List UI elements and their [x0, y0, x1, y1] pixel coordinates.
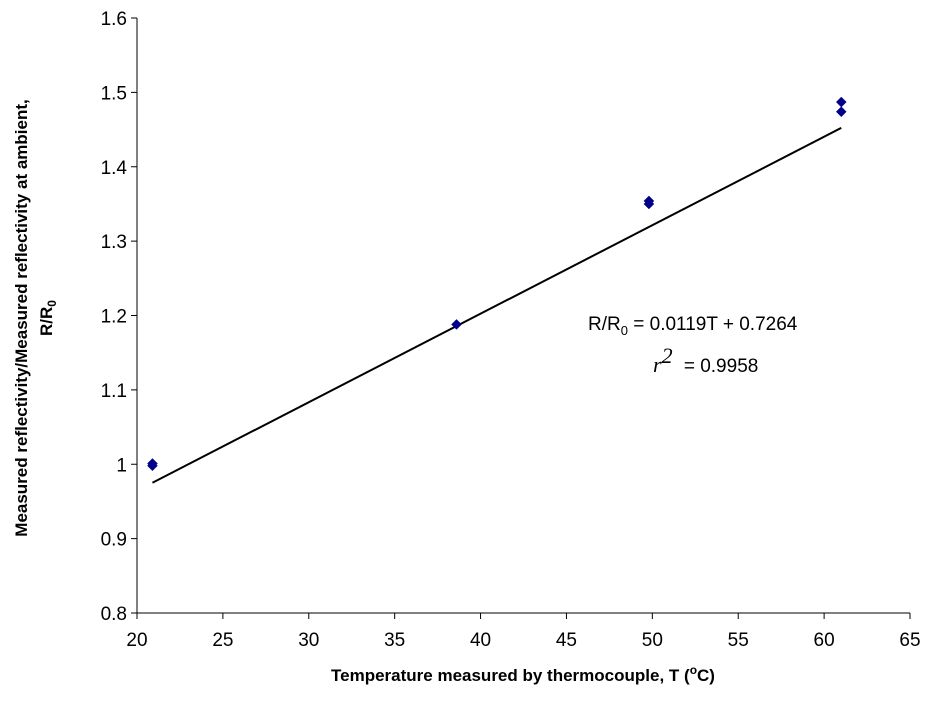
- y-tick-label: 1: [116, 455, 127, 476]
- y-tick-label: 1.6: [101, 9, 127, 30]
- y-tick-label: 1.3: [101, 232, 127, 253]
- x-tick-label: 50: [642, 630, 663, 651]
- y-tick-label: 1.1: [101, 381, 127, 402]
- trendline: [152, 126, 842, 484]
- y-tick-label: 1.5: [101, 83, 127, 104]
- data-point-marker: [147, 458, 158, 469]
- data-points: [147, 96, 847, 472]
- y-axis-title-line2: R/R0: [37, 300, 59, 336]
- y-tick-label: 1.2: [101, 307, 127, 328]
- x-tick-label: 65: [899, 630, 920, 651]
- x-tick-label: 60: [814, 630, 835, 651]
- r-squared-label: r2 = 0.9958: [653, 343, 758, 377]
- trendline-layer: [152, 126, 842, 484]
- data-point-marker: [835, 96, 847, 108]
- data-point-marker: [643, 195, 655, 207]
- y-axis-title: Measured reflectivity/Measured reflectiv…: [12, 99, 31, 536]
- x-tick-label: 55: [728, 630, 749, 651]
- x-tick-label: 35: [384, 630, 405, 651]
- x-axis-title: Temperature measured by thermocouple, T …: [331, 663, 715, 685]
- x-tick-label: 45: [556, 630, 577, 651]
- x-tick-label: 40: [470, 630, 491, 651]
- y-tick-label: 1.4: [101, 158, 128, 179]
- trendline-equation: R/R0 = 0.0119T + 0.7264: [588, 314, 798, 338]
- x-tick-label: 20: [126, 630, 147, 651]
- x-tick-label: 25: [212, 630, 233, 651]
- x-ticks: 20 25 30 35 40 45 50 55 60 65: [126, 613, 921, 651]
- y-tick-label: 0.9: [101, 530, 127, 551]
- x-axis-title-superscript: o: [690, 663, 697, 677]
- y-ticks: 0.8 0.9 1 1.1 1.2 1.3 1.4 1.5 1.6: [101, 9, 137, 625]
- data-point-marker: [835, 106, 847, 118]
- y-tick-label: 0.8: [101, 604, 127, 625]
- data-point-marker: [451, 319, 462, 330]
- x-tick-label: 30: [298, 630, 319, 651]
